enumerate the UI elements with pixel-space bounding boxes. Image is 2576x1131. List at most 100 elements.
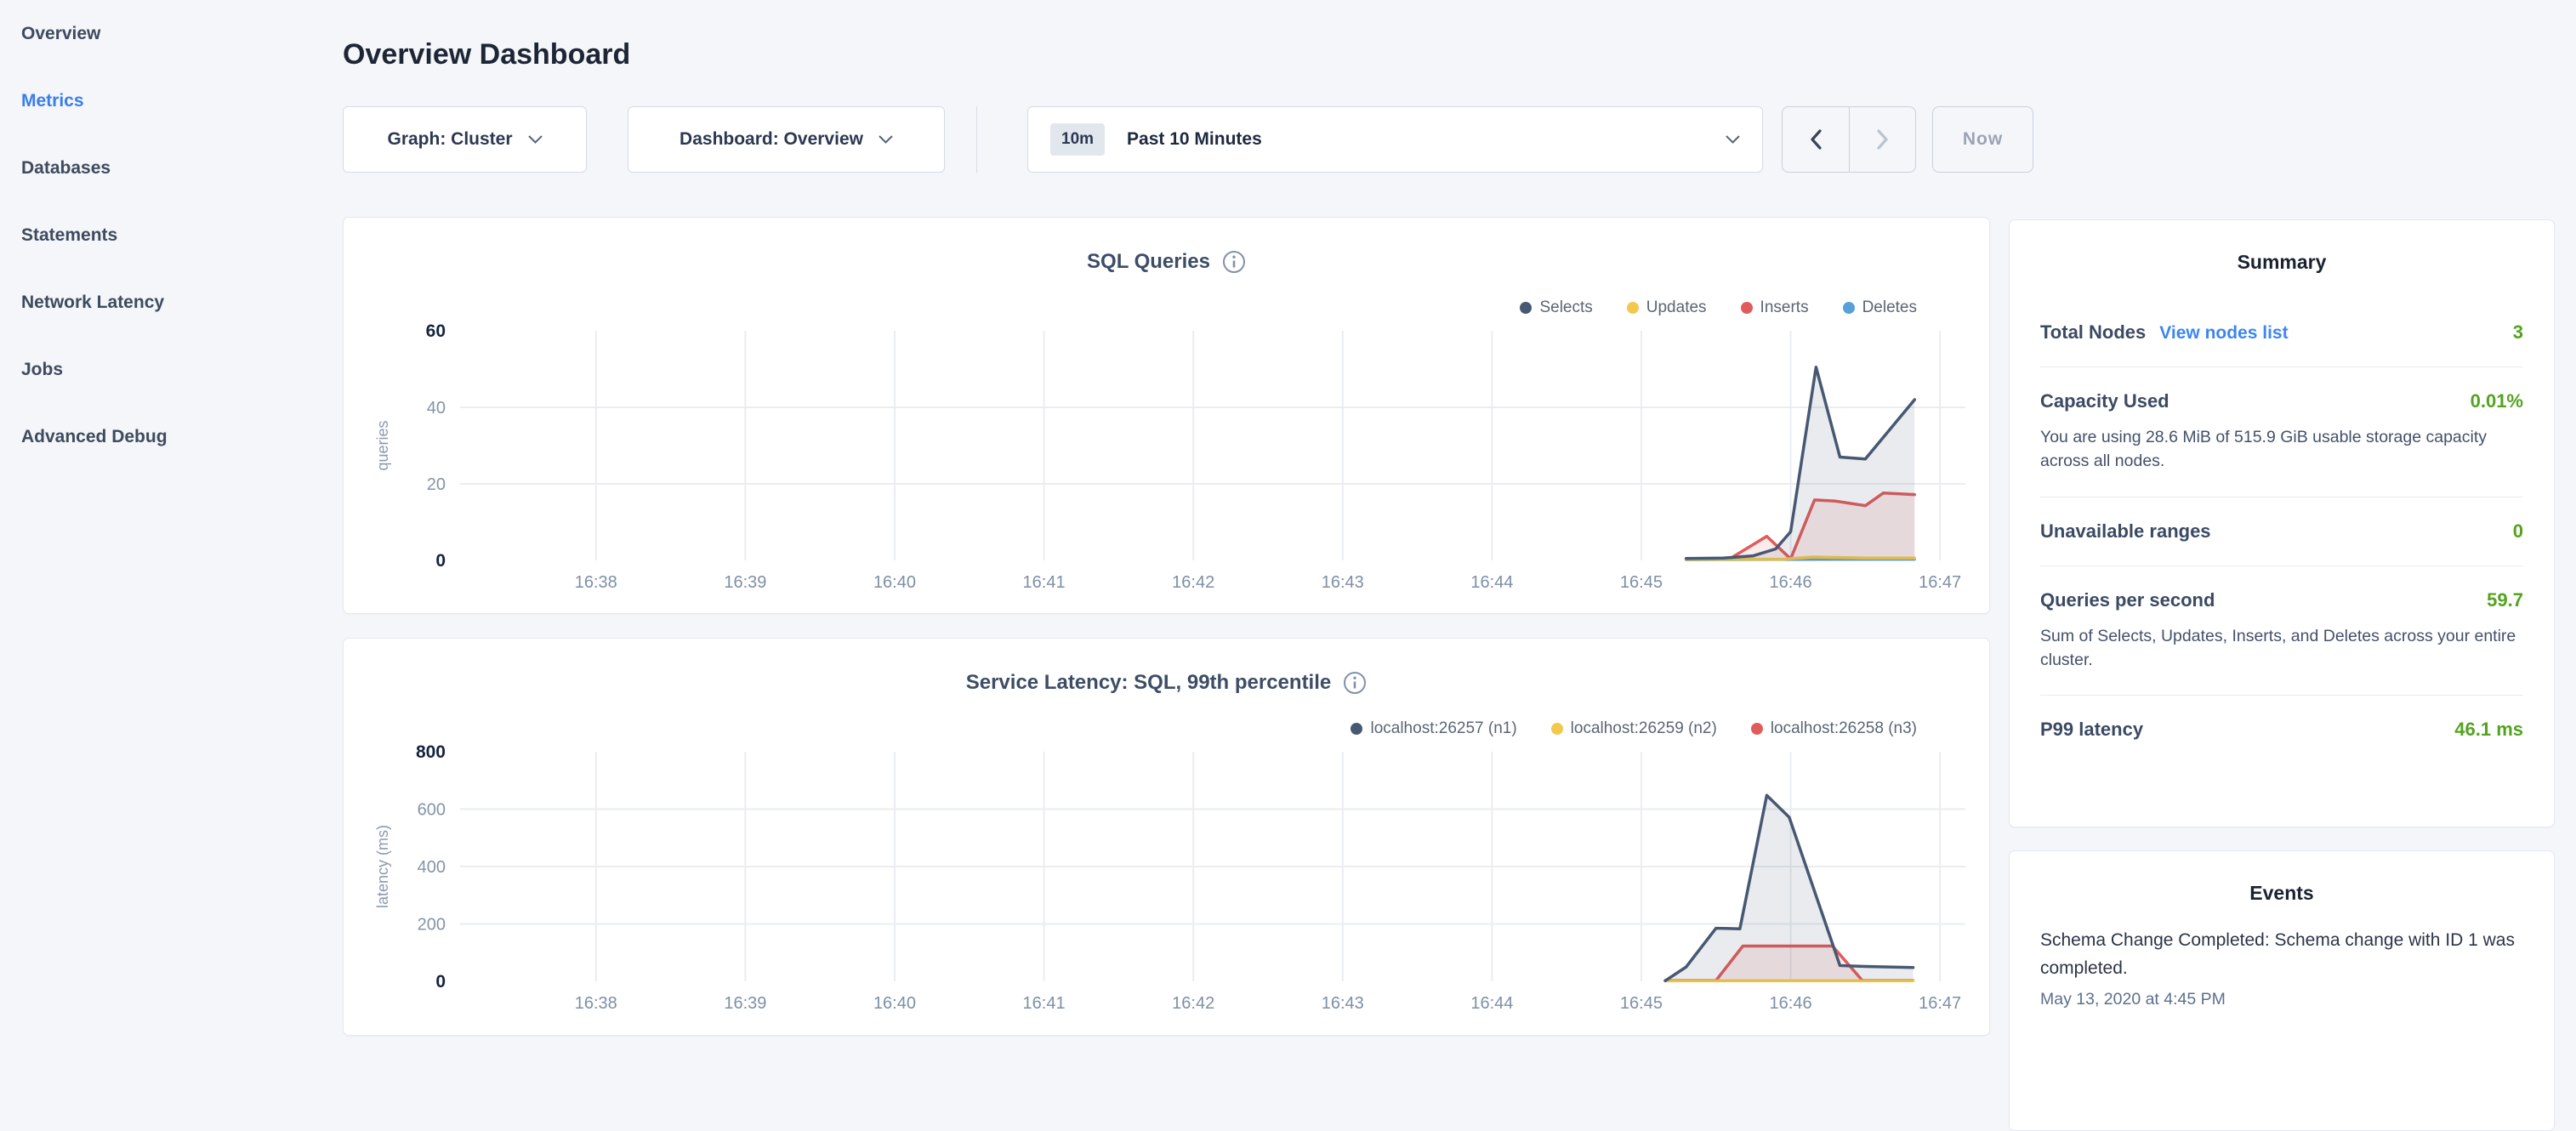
legend-item: localhost:26257 (n1) bbox=[1351, 719, 1517, 738]
events-title: Events bbox=[2249, 882, 2314, 904]
time-range-picker[interactable]: 10m Past 10 Minutes bbox=[1027, 106, 1763, 173]
time-range-label: Past 10 Minutes bbox=[1127, 129, 1262, 149]
svg-text:16:39: 16:39 bbox=[724, 573, 766, 592]
svg-text:16:42: 16:42 bbox=[1172, 573, 1214, 592]
svg-text:0: 0 bbox=[435, 972, 446, 992]
svg-text:16:40: 16:40 bbox=[873, 994, 916, 1013]
summary-row-description: You are using 28.6 MiB of 515.9 GiB usab… bbox=[2040, 428, 2488, 471]
svg-text:16:47: 16:47 bbox=[1919, 994, 1961, 1013]
summary-row-value: 46.1 ms bbox=[2454, 719, 2523, 741]
summary-row-label: P99 latency bbox=[2040, 719, 2144, 741]
svg-text:800: 800 bbox=[416, 742, 446, 762]
svg-text:16:42: 16:42 bbox=[1172, 994, 1214, 1013]
summary-panel: Summary Total Nodes View nodes list 3 Capac… bbox=[2009, 219, 2555, 827]
svg-text:16:41: 16:41 bbox=[1023, 994, 1066, 1013]
sql-queries-chart-card: SQL Queries Selects Updates Inserts Deletes… bbox=[343, 217, 1990, 614]
svg-text:16:46: 16:46 bbox=[1770, 994, 1812, 1013]
dashboard-dropdown[interactable]: Dashboard: Overview bbox=[628, 106, 945, 173]
events-list: Schema Change Completed: Schema change w… bbox=[2010, 905, 2554, 1009]
summary-row-value: 0.01% bbox=[2470, 390, 2523, 412]
legend-dot-icon bbox=[1842, 302, 1855, 314]
info-icon[interactable] bbox=[1222, 250, 1246, 274]
sidebar-nav: Overview Metrics Databases Statements Networ… bbox=[0, 0, 340, 470]
svg-text:16:40: 16:40 bbox=[873, 573, 916, 592]
controls-row: Graph: Cluster Dashboard: Overview 10m P… bbox=[343, 106, 2129, 173]
summary-row-label: Unavailable ranges bbox=[2040, 520, 2211, 542]
svg-text:16:47: 16:47 bbox=[1919, 573, 1961, 592]
graph-dropdown-label: Graph: Cluster bbox=[387, 129, 513, 149]
svg-text:16:41: 16:41 bbox=[1023, 573, 1066, 592]
legend-label: Updates bbox=[1646, 298, 1707, 316]
svg-text:200: 200 bbox=[418, 916, 446, 935]
info-icon[interactable] bbox=[1343, 671, 1367, 695]
svg-text:400: 400 bbox=[418, 858, 446, 877]
summary-row-label: Queries per second bbox=[2040, 588, 2215, 611]
chart-legend: Selects Updates Inserts Deletes bbox=[1520, 298, 1917, 317]
chart-title: Service Latency: SQL, 99th percentile bbox=[965, 671, 1332, 694]
sidebar-item-metrics[interactable]: Metrics bbox=[21, 90, 84, 111]
legend-item: localhost:26259 (n2) bbox=[1550, 719, 1717, 738]
events-panel: Events Schema Change Completed: Schema c… bbox=[2009, 850, 2555, 1131]
svg-text:60: 60 bbox=[426, 321, 446, 341]
sidebar-item-databases[interactable]: Databases bbox=[21, 157, 111, 178]
legend-dot-icon bbox=[1351, 723, 1363, 735]
sidebar-item-statements[interactable]: Statements bbox=[21, 224, 118, 245]
legend-item: Selects bbox=[1520, 298, 1593, 317]
svg-text:600: 600 bbox=[418, 801, 446, 820]
svg-text:16:45: 16:45 bbox=[1620, 994, 1663, 1013]
svg-text:16:44: 16:44 bbox=[1470, 573, 1513, 592]
chevron-down-icon bbox=[1726, 135, 1740, 144]
sidebar-item-network-latency[interactable]: Network Latency bbox=[21, 292, 165, 312]
sidebar-item-jobs[interactable]: Jobs bbox=[21, 359, 64, 379]
summary-row-value: 0 bbox=[2512, 520, 2523, 542]
time-range-badge: 10m bbox=[1050, 123, 1106, 156]
event-timestamp: May 13, 2020 at 4:45 PM bbox=[2040, 990, 2226, 1009]
legend-dot-icon bbox=[1550, 723, 1563, 735]
svg-text:queries: queries bbox=[374, 420, 391, 470]
legend-label: localhost:26258 (n3) bbox=[1770, 719, 1917, 737]
svg-text:40: 40 bbox=[427, 399, 446, 418]
summary-row-value: 3 bbox=[2512, 321, 2523, 343]
summary-rows: Total Nodes View nodes list 3 Capacity Used… bbox=[2010, 274, 2554, 764]
svg-text:16:39: 16:39 bbox=[724, 994, 766, 1013]
svg-text:16:38: 16:38 bbox=[575, 994, 617, 1013]
controls-divider bbox=[976, 106, 977, 173]
legend-item: localhost:26258 (n3) bbox=[1750, 719, 1917, 738]
legend-dot-icon bbox=[1750, 723, 1763, 735]
service-latency-chart[interactable]: 16:38 16:39 16:40 16:41 16:42 16:43 16:44 16:45… bbox=[344, 741, 1991, 1026]
svg-text:0: 0 bbox=[435, 551, 446, 571]
summary-row-value: 59.7 bbox=[2487, 588, 2523, 611]
now-button[interactable]: Now bbox=[1932, 106, 2033, 173]
legend-dot-icon bbox=[1740, 302, 1753, 314]
summary-row: Total Nodes View nodes list 3 bbox=[2040, 274, 2523, 367]
next-time-button[interactable] bbox=[1849, 107, 1915, 172]
svg-text:latency (ms): latency (ms) bbox=[374, 825, 391, 908]
sidebar-item-overview[interactable]: Overview bbox=[21, 23, 101, 43]
legend-item: Deletes bbox=[1842, 298, 1917, 317]
chart-title: SQL Queries bbox=[1087, 250, 1210, 273]
chevron-down-icon bbox=[879, 135, 893, 144]
time-step-buttons bbox=[1782, 106, 1916, 173]
svg-text:16:45: 16:45 bbox=[1620, 573, 1663, 592]
legend-label: localhost:26259 (n2) bbox=[1570, 719, 1717, 737]
view-nodes-list-link[interactable]: View nodes list bbox=[2159, 323, 2289, 343]
chevron-right-icon bbox=[1876, 128, 1889, 151]
legend-item: Inserts bbox=[1740, 298, 1809, 317]
svg-text:16:43: 16:43 bbox=[1322, 994, 1364, 1013]
summary-row-label: Total Nodes bbox=[2040, 321, 2147, 343]
chevron-left-icon bbox=[1810, 128, 1823, 151]
chevron-down-icon bbox=[527, 135, 543, 144]
legend-label: Inserts bbox=[1760, 298, 1809, 316]
svg-text:20: 20 bbox=[427, 475, 446, 494]
service-latency-chart-card: Service Latency: SQL, 99th percentile lo… bbox=[343, 638, 1990, 1036]
svg-text:16:46: 16:46 bbox=[1770, 573, 1812, 592]
summary-row: P99 latency 46.1 ms bbox=[2040, 695, 2523, 764]
page-title: Overview Dashboard bbox=[343, 37, 631, 71]
previous-time-button[interactable] bbox=[1783, 107, 1849, 172]
sidebar-item-advanced-debug[interactable]: Advanced Debug bbox=[21, 426, 168, 446]
graph-dropdown[interactable]: Graph: Cluster bbox=[343, 106, 587, 173]
sql-queries-chart[interactable]: 16:38 16:39 16:40 16:41 16:42 16:43 16:44 16:45… bbox=[344, 320, 1991, 605]
svg-text:16:43: 16:43 bbox=[1322, 573, 1364, 592]
svg-text:16:38: 16:38 bbox=[575, 573, 617, 592]
legend-label: localhost:26257 (n1) bbox=[1370, 719, 1517, 737]
